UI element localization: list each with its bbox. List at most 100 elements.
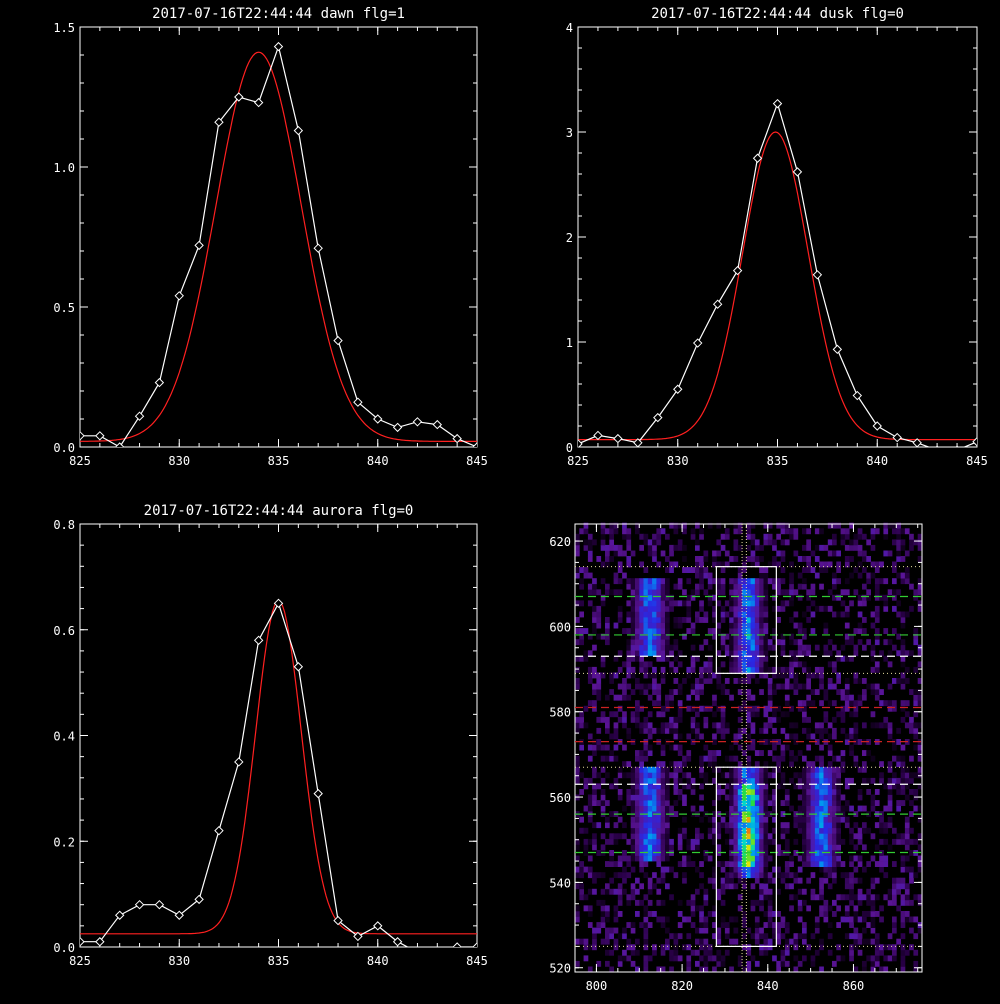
heatmap-cell bbox=[754, 838, 760, 845]
heatmap-cell bbox=[806, 816, 811, 823]
heatmap-cell bbox=[600, 899, 606, 906]
heatmap-cell bbox=[806, 594, 811, 601]
heatmap-cell bbox=[703, 744, 709, 751]
heatmap-cell bbox=[784, 822, 790, 829]
heatmap-cell bbox=[814, 772, 820, 779]
heatmap-cell bbox=[673, 744, 679, 751]
heatmap-cell bbox=[879, 838, 884, 845]
heatmap-cell bbox=[832, 805, 837, 812]
heatmap-cell bbox=[892, 605, 897, 612]
heatmap-cell bbox=[892, 644, 897, 651]
y-tick-label: 1.5 bbox=[53, 21, 75, 35]
heatmap-cell bbox=[810, 933, 816, 940]
heatmap-cell bbox=[823, 866, 829, 873]
heatmap-cell bbox=[742, 772, 747, 779]
heatmap-cell bbox=[742, 705, 747, 712]
heatmap-cell bbox=[784, 927, 790, 934]
heatmap-cell bbox=[750, 650, 756, 657]
heatmap-cell bbox=[767, 899, 773, 906]
heatmap-cell bbox=[647, 550, 653, 557]
heatmap-cell bbox=[904, 578, 910, 585]
heatmap-cell bbox=[793, 755, 799, 762]
heatmap-cell bbox=[630, 944, 636, 951]
heatmap-cell bbox=[733, 661, 739, 668]
heatmap-cell bbox=[652, 672, 657, 679]
heatmap-cell bbox=[626, 644, 632, 651]
heatmap-cell bbox=[656, 639, 662, 646]
heatmap-cell bbox=[832, 700, 837, 707]
heatmap-cell bbox=[874, 583, 880, 590]
heatmap-cell bbox=[823, 877, 829, 884]
heatmap-cell bbox=[746, 783, 752, 790]
heatmap-cell bbox=[746, 544, 752, 551]
data-point-diamond bbox=[293, 125, 304, 136]
heatmap-cell bbox=[810, 628, 816, 634]
heatmap-cell bbox=[853, 944, 859, 951]
heatmap-cell bbox=[789, 578, 794, 585]
heatmap-cell bbox=[892, 700, 897, 707]
heatmap-cell bbox=[622, 822, 627, 829]
heatmap-cell bbox=[600, 533, 606, 540]
heatmap-cell bbox=[733, 838, 739, 845]
heatmap-cell bbox=[665, 578, 670, 585]
heatmap-cell bbox=[660, 877, 666, 884]
heatmap-cell bbox=[900, 877, 906, 884]
heatmap-cell bbox=[844, 905, 850, 912]
heatmap-cell bbox=[772, 766, 777, 773]
heatmap-cell bbox=[742, 578, 747, 585]
heatmap-cell bbox=[656, 877, 662, 884]
heatmap-cell bbox=[900, 672, 906, 679]
heatmap-cell bbox=[587, 678, 593, 684]
heatmap-cell bbox=[699, 772, 704, 779]
heatmap-cell bbox=[780, 955, 786, 962]
data-point-diamond bbox=[253, 635, 264, 646]
heatmap-cell bbox=[802, 777, 807, 784]
heatmap-cell bbox=[587, 744, 593, 751]
heatmap-cell bbox=[789, 777, 794, 784]
heatmap-cell bbox=[587, 672, 593, 679]
heatmap-cell bbox=[669, 661, 674, 668]
heatmap-cell bbox=[823, 899, 829, 906]
heatmap-cell bbox=[896, 727, 901, 734]
heatmap-cell bbox=[673, 766, 679, 773]
heatmap-cell bbox=[892, 755, 897, 762]
heatmap-cell bbox=[853, 927, 859, 934]
heatmap-cell bbox=[887, 683, 893, 690]
heatmap-cell bbox=[652, 683, 657, 690]
heatmap-cell bbox=[712, 611, 717, 618]
heatmap-cell bbox=[707, 672, 713, 679]
heatmap-cell bbox=[630, 866, 636, 873]
heatmap-cell bbox=[639, 622, 644, 629]
heatmap-cell bbox=[866, 955, 871, 962]
heatmap-cell bbox=[617, 888, 623, 895]
heatmap-cell bbox=[746, 833, 752, 840]
heatmap-cell bbox=[630, 833, 636, 840]
heatmap-cell bbox=[712, 711, 717, 718]
heatmap-cell bbox=[647, 539, 653, 546]
heatmap-cell bbox=[652, 666, 657, 673]
plot-area bbox=[80, 41, 477, 447]
heatmap-cell bbox=[673, 644, 679, 651]
heatmap-cell bbox=[883, 855, 889, 862]
heatmap-cell bbox=[862, 960, 867, 967]
heatmap-cell bbox=[635, 628, 640, 634]
y-tick-label: 0.2 bbox=[53, 835, 75, 849]
heatmap-cell bbox=[883, 594, 889, 601]
heatmap-cell bbox=[746, 583, 752, 590]
heatmap-cell bbox=[587, 650, 593, 657]
heatmap-cell bbox=[695, 544, 700, 551]
heatmap-cell bbox=[909, 916, 914, 923]
heatmap-cell bbox=[849, 727, 854, 734]
heatmap-cell bbox=[776, 966, 781, 973]
heatmap-cell bbox=[583, 905, 589, 912]
heatmap-cell bbox=[836, 655, 841, 662]
heatmap-cell bbox=[759, 822, 764, 829]
heatmap-cell bbox=[866, 750, 871, 756]
heatmap-cell bbox=[870, 561, 876, 568]
heatmap-cell bbox=[754, 617, 760, 623]
heatmap-cell bbox=[827, 922, 833, 928]
heatmap-cell bbox=[767, 578, 773, 585]
data-point-diamond bbox=[174, 291, 184, 301]
heatmap-cell bbox=[849, 600, 854, 607]
heatmap-cell bbox=[716, 561, 722, 568]
